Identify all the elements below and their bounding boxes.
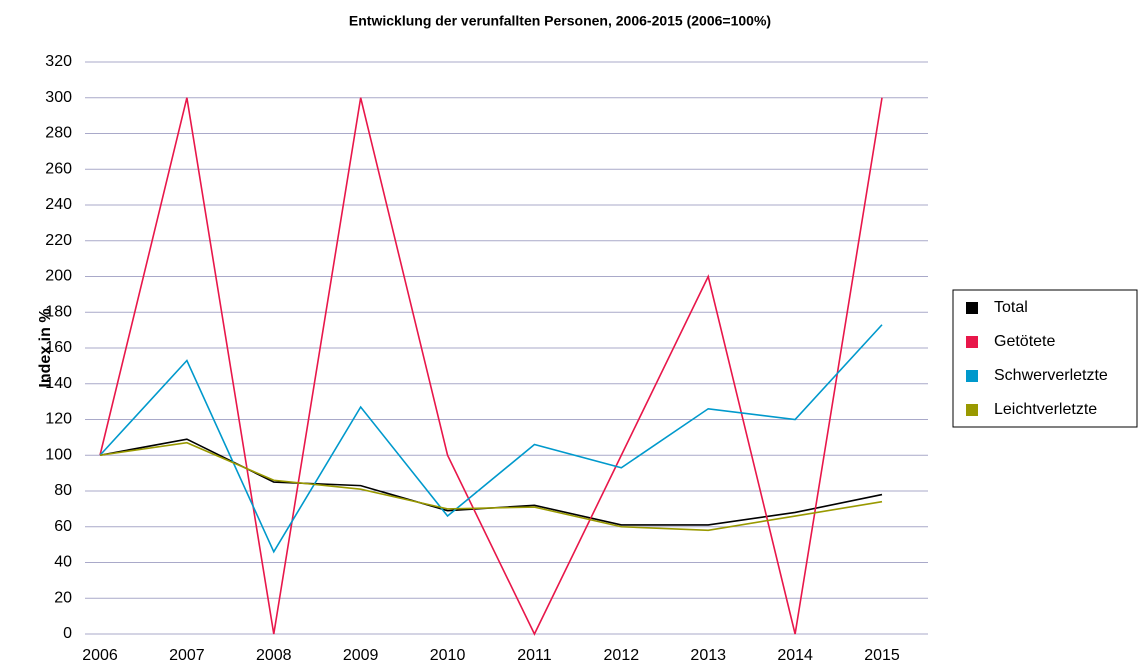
legend xyxy=(952,289,1138,428)
legend-label: Total xyxy=(994,299,1028,316)
y-tick-label: 260 xyxy=(45,160,72,177)
y-tick-label: 280 xyxy=(45,125,72,142)
x-tick-label: 2012 xyxy=(604,647,640,664)
legend-swatch xyxy=(966,404,978,416)
legend-label: Leichtverletzte xyxy=(994,401,1097,418)
y-tick-label: 320 xyxy=(45,53,72,70)
x-tick-label: 2011 xyxy=(517,647,552,664)
x-tick-label: 2014 xyxy=(777,647,813,664)
legend-label: Getötete xyxy=(994,333,1055,350)
legend-swatch xyxy=(966,336,978,348)
x-tick-label: 2010 xyxy=(430,647,466,664)
y-tick-label: 240 xyxy=(45,196,72,213)
x-tick-label: 2013 xyxy=(690,647,726,664)
y-axis-label: Index in % xyxy=(37,308,54,387)
y-tick-label: 60 xyxy=(54,518,72,535)
y-tick-label: 100 xyxy=(45,446,72,463)
x-tick-label: 2007 xyxy=(169,647,205,664)
y-tick-label: 200 xyxy=(45,268,72,285)
x-tick-label: 2006 xyxy=(82,647,118,664)
x-tick-label: 2008 xyxy=(256,647,292,664)
y-tick-label: 160 xyxy=(45,339,72,356)
x-tick-label: 2015 xyxy=(864,647,900,664)
y-tick-label: 300 xyxy=(45,89,72,106)
y-tick-label: 80 xyxy=(54,482,72,499)
legend-swatch xyxy=(966,370,978,382)
y-tick-label: 40 xyxy=(54,554,72,571)
y-tick-label: 140 xyxy=(45,375,72,392)
series-line xyxy=(99,97,883,636)
y-tick-label: 220 xyxy=(45,232,72,249)
legend-swatch xyxy=(966,302,978,314)
x-tick-label: 2009 xyxy=(343,647,379,664)
series-line xyxy=(99,324,883,554)
y-tick-label: 20 xyxy=(54,589,72,606)
chart-title: Entwicklung der verunfallten Personen, 2… xyxy=(349,13,771,29)
y-tick-label: 0 xyxy=(63,625,72,642)
y-tick-label: 180 xyxy=(45,303,72,320)
series-line xyxy=(99,441,883,532)
y-tick-label: 120 xyxy=(45,411,72,428)
legend-label: Schwerverletzte xyxy=(994,367,1108,384)
